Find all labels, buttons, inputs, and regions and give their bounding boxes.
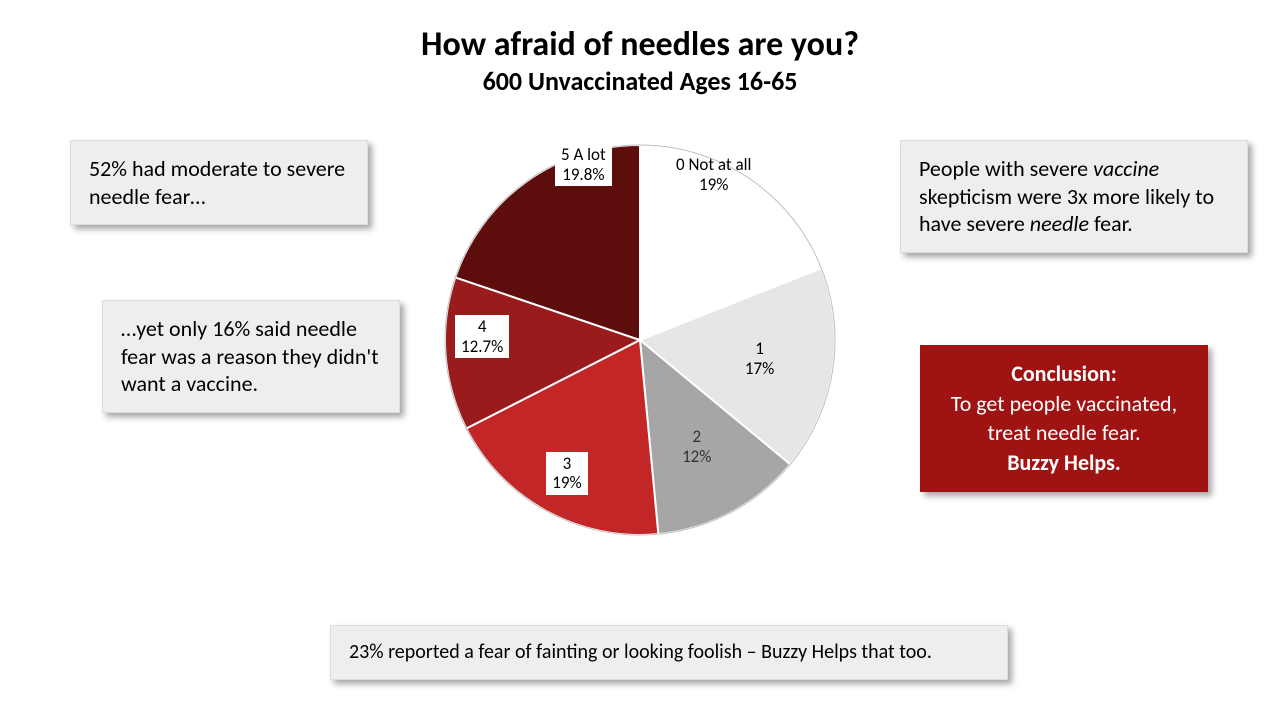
callout-text: …yet only 16% said needle fear was a rea… xyxy=(121,315,379,397)
chart-subtitle: 600 Unvaccinated Ages 16-65 xyxy=(0,65,1280,97)
pie-chart: 0 Not at all19% 117% 212% 319% 412.7% 5 A lot… xyxy=(435,135,845,545)
conclusion-box: Conclusion: To get people vaccinated, tr… xyxy=(920,345,1208,492)
slice-label-2: 212% xyxy=(676,425,717,468)
callout-moderate-severe: 52% had moderate to severe needle fear… xyxy=(70,140,368,225)
callout-only-16pct: …yet only 16% said needle fear was a rea… xyxy=(102,300,400,413)
callout-text: 52% had moderate to severe needle fear… xyxy=(89,155,345,210)
slice-label-4: 412.7% xyxy=(455,315,509,358)
slice-label-5: 5 A lot19.8% xyxy=(555,143,612,186)
callout-skepticism-3x: People with severe vaccine skepticism we… xyxy=(900,140,1248,253)
slice-label-3: 319% xyxy=(546,452,587,495)
slice-label-1: 117% xyxy=(739,337,780,380)
conclusion-footer: Buzzy Helps. xyxy=(934,448,1194,478)
infographic-stage: How afraid of needles are you? 600 Unvac… xyxy=(0,0,1280,720)
conclusion-body: To get people vaccinated, treat needle f… xyxy=(934,389,1194,448)
slice-label-0: 0 Not at all19% xyxy=(670,153,757,196)
callout-fainting: 23% reported a fear of fainting or looki… xyxy=(330,625,1008,680)
callout-text: 23% reported a fear of fainting or looki… xyxy=(349,640,932,664)
title-block: How afraid of needles are you? 600 Unvac… xyxy=(0,26,1280,97)
conclusion-header: Conclusion: xyxy=(934,359,1194,389)
chart-title: How afraid of needles are you? xyxy=(0,26,1280,63)
